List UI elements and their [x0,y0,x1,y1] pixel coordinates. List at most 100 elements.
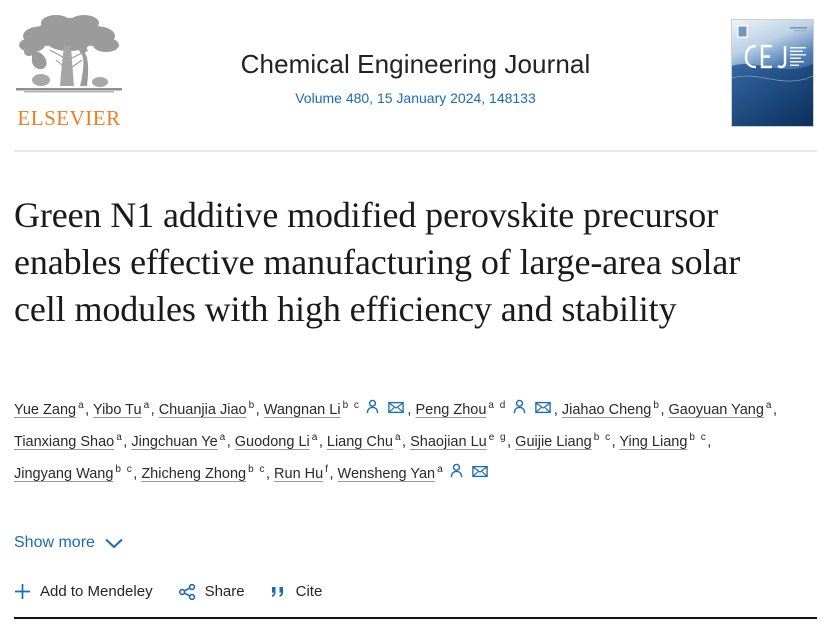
author-separator: , [255,401,264,418]
author-affiliation-marker[interactable]: a [765,400,773,411]
author-entry: Zhicheng Zhong b c [141,463,266,482]
elsevier-logo[interactable]: ELSEVIER [10,12,128,134]
plus-icon [14,583,31,600]
author-entry: Jingyang Wang b c [14,463,134,482]
author-entry: Guodong Li a [234,432,319,450]
author-entry: Wangnan Li b c [263,399,408,418]
author-affiliation-marker[interactable]: a d [488,400,507,411]
author-name[interactable]: Jingchuan Ye [131,433,218,450]
author-entry: Guijie Liang b c [515,432,612,450]
author-name[interactable]: Liang Chu [326,433,393,450]
author-name[interactable]: Yibo Tu [92,401,142,418]
cej-cover-image [732,20,813,126]
author-entry: Yibo Tu a [92,400,151,418]
article-title: Green N1 additive modified perovskite pr… [14,195,741,330]
author-affiliation-marker[interactable]: a [116,432,124,443]
author-entry: Wensheng Yan a [337,463,492,482]
elsevier-tree-icon [16,15,122,93]
author-separator: , [329,465,338,482]
author-entry: Ying Liang b c [619,432,708,450]
journal-cover-thumbnail[interactable] [731,19,814,127]
author-affiliation-marker[interactable]: f [325,463,330,475]
author-affiliation-marker[interactable]: e g [488,432,508,443]
author-name[interactable]: Guijie Liang [515,433,592,450]
person-icon[interactable] [512,399,527,414]
author-affiliation-marker[interactable]: b c [689,432,708,443]
author-separator: , [707,433,712,450]
share-nodes-icon [178,583,196,600]
author-separator: , [123,433,132,450]
author-affiliation-marker[interactable]: a [311,432,319,443]
author-affiliation-marker[interactable]: b [653,400,661,411]
author-entry: Yue Zang a [14,400,86,418]
author-name[interactable]: Run Hu [274,465,324,482]
author-name[interactable]: Wangnan Li [263,401,341,418]
author-affiliation-marker[interactable]: b c [342,400,361,411]
author-entry: Gaoyuan Yang a [668,400,773,418]
author-affiliation-marker[interactable]: b c [593,432,612,443]
author-affiliation-marker[interactable]: b [248,400,256,411]
header-divider [14,150,817,152]
author-separator: , [611,433,620,450]
author-entry: Tianxiang Shao a [14,432,124,450]
show-more-button[interactable]: Show more [14,534,123,552]
author-entry: Chuanjia Jiao b [158,400,256,418]
author-email-link[interactable] [472,460,488,488]
envelope-icon[interactable] [388,401,405,414]
add-to-mendeley-button[interactable]: Add to Mendeley [14,583,153,600]
author-affiliation-marker[interactable]: b c [248,463,266,475]
author-affiliation-marker[interactable]: a [78,400,86,411]
author-name[interactable]: Chuanjia Jiao [158,401,247,418]
envelope-icon[interactable] [472,465,488,478]
author-entry: Jingchuan Ye a [131,432,227,450]
journal-header: ELSEVIER Chemical Engineering Journal Vo… [0,0,831,152]
author-name[interactable]: Zhicheng Zhong [141,465,247,482]
share-button[interactable]: Share [178,583,245,600]
author-name[interactable]: Guodong Li [234,433,310,450]
chevron-down-icon [105,538,123,548]
author-separator: , [553,401,562,418]
author-entry: Jiahao Cheng b [561,400,661,418]
author-name[interactable]: Shaojian Lu [410,433,487,450]
author-email-link[interactable] [535,396,551,424]
author-name[interactable]: Tianxiang Shao [14,433,115,450]
author-separator: , [133,465,142,482]
author-separator: , [507,433,516,450]
author-entry: Peng Zhou a d [415,399,553,418]
author-separator: , [660,401,669,418]
author-affiliation-marker[interactable]: b c [115,463,134,475]
author-name[interactable]: Jiahao Cheng [561,401,652,418]
show-more-label: Show more [14,534,95,551]
article-actions: Add to Mendeley Share Cite [14,583,322,600]
author-profile-link[interactable] [512,396,527,424]
elsevier-wordmark: ELSEVIER [17,106,121,130]
author-affiliation-marker[interactable]: a [394,432,403,443]
author-separator: , [318,433,327,450]
author-separator: , [772,401,778,418]
journal-name[interactable]: Chemical Engineering Journal [240,49,591,79]
author-profile-link[interactable] [365,396,380,424]
cite-button[interactable]: Cite [271,583,323,600]
author-profile-link[interactable] [449,460,464,488]
author-affiliation-marker[interactable]: a [437,463,445,475]
bottom-divider [14,617,817,619]
author-name[interactable]: Gaoyuan Yang [668,401,764,418]
author-separator: , [226,433,235,450]
author-separator: , [265,465,275,482]
share-label: Share [204,583,245,600]
author-email-link[interactable] [388,396,405,424]
author-name[interactable]: Peng Zhou [415,401,487,418]
add-to-mendeley-label: Add to Mendeley [40,583,153,600]
author-name[interactable]: Wensheng Yan [337,465,436,482]
person-icon[interactable] [365,399,380,414]
journal-volume-line[interactable]: Volume 480, 15 January 2024, 148133 [295,90,536,106]
author-separator: , [402,433,411,450]
person-icon[interactable] [449,463,464,478]
author-affiliation-marker[interactable]: a [219,432,227,443]
envelope-icon[interactable] [535,401,551,414]
author-name[interactable]: Yue Zang [14,401,77,418]
author-name[interactable]: Jingyang Wang [14,465,114,482]
cite-label: Cite [295,583,323,600]
author-affiliation-marker[interactable]: a [143,400,151,411]
author-name[interactable]: Ying Liang [619,433,688,450]
